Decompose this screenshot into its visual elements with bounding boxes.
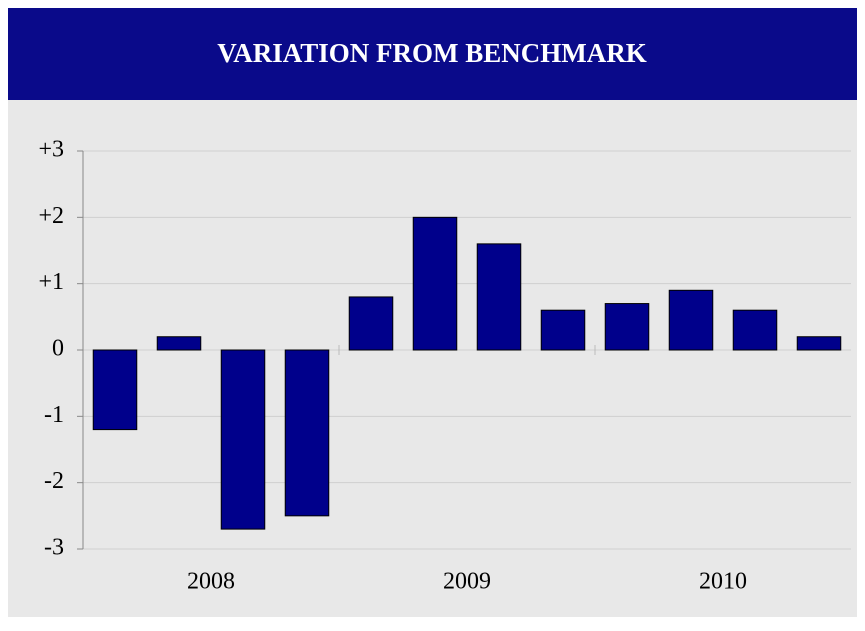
bar: [732, 309, 778, 351]
y-tick-label: -1: [44, 402, 64, 428]
x-group-label: 2010: [699, 569, 747, 595]
bar: [156, 336, 202, 351]
bar: [796, 336, 842, 351]
y-tick-label: -3: [44, 535, 64, 561]
bar: [348, 296, 394, 351]
bar: [604, 303, 650, 351]
bar: [412, 216, 458, 351]
y-tick-label: +1: [38, 269, 64, 295]
y-tick-label: -2: [44, 468, 64, 494]
chart-title: VARIATION FROM BENCHMARK: [217, 38, 647, 68]
title-band: [8, 8, 857, 100]
y-tick-label: +2: [38, 203, 64, 229]
bar: [284, 349, 330, 517]
y-tick-label: 0: [52, 336, 64, 362]
bar: [476, 243, 522, 351]
x-group-label: 2009: [443, 569, 491, 595]
bar: [540, 309, 586, 351]
bar: [92, 349, 138, 431]
x-group-label: 2008: [187, 569, 235, 595]
bar: [220, 349, 266, 530]
bar: [668, 289, 714, 351]
y-tick-label: +3: [38, 137, 64, 163]
